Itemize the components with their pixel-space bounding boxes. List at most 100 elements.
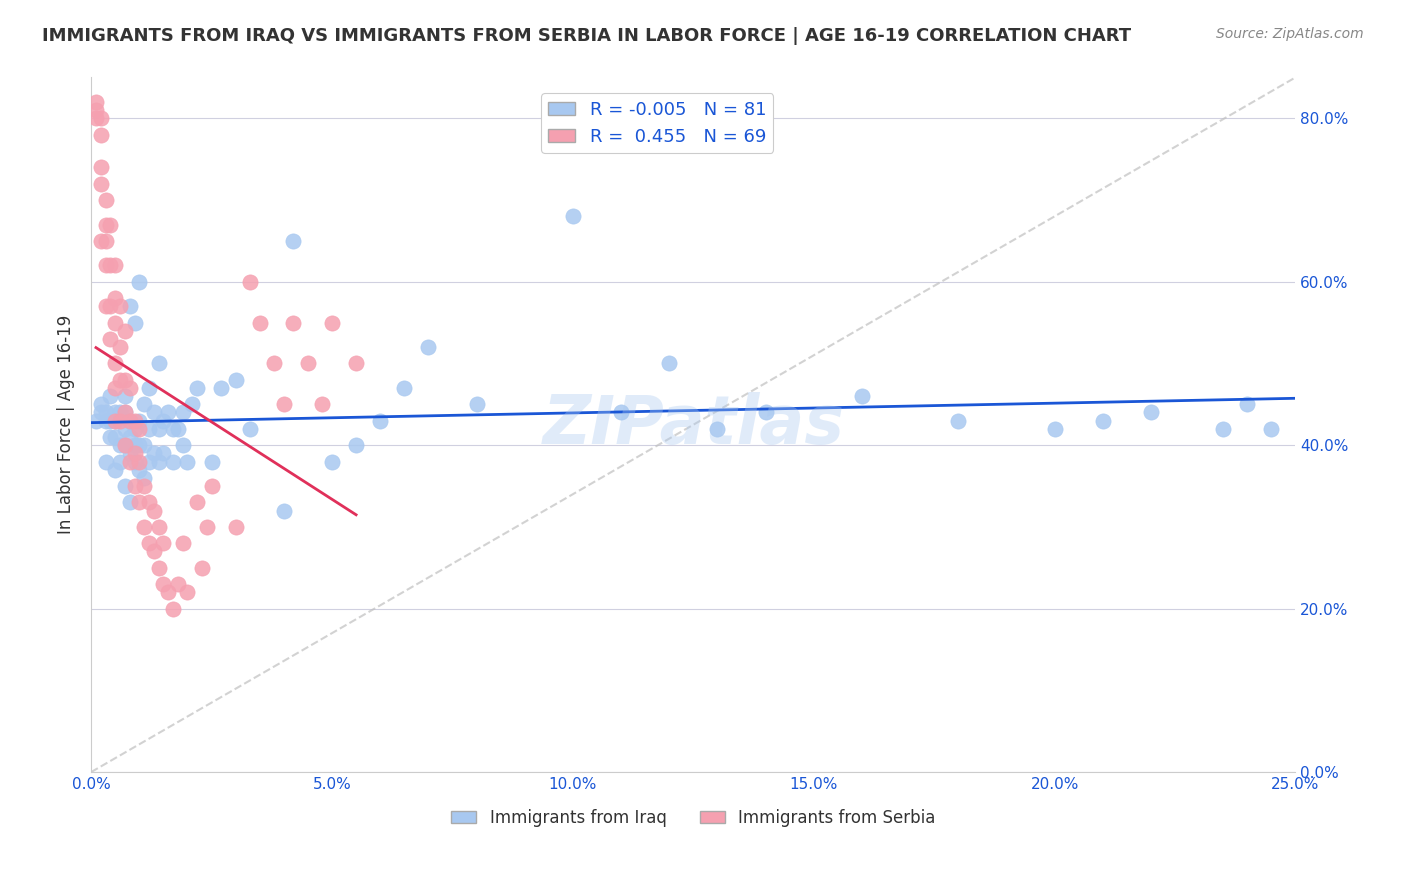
Point — [100, 218, 122, 232]
Point — [200, 454, 222, 468]
Point — [610, 405, 633, 419]
Point — [90, 234, 112, 248]
Point — [186, 381, 208, 395]
Point — [283, 316, 305, 330]
Point — [225, 520, 247, 534]
Point — [297, 356, 319, 370]
Point — [225, 373, 247, 387]
Point — [273, 397, 295, 411]
Point — [124, 454, 146, 468]
Point — [134, 397, 156, 411]
Text: IMMIGRANTS FROM IRAQ VS IMMIGRANTS FROM SERBIA IN LABOR FORCE | AGE 16-19 CORREL: IMMIGRANTS FROM IRAQ VS IMMIGRANTS FROM … — [42, 27, 1132, 45]
Point — [90, 397, 112, 411]
Point — [152, 577, 174, 591]
Point — [124, 479, 146, 493]
Point — [114, 389, 136, 403]
Point — [368, 414, 391, 428]
Point — [128, 422, 150, 436]
Point — [94, 454, 117, 468]
Point — [94, 193, 117, 207]
Point — [114, 438, 136, 452]
Point — [157, 585, 180, 599]
Point — [239, 275, 262, 289]
Point — [118, 414, 141, 428]
Point — [706, 422, 728, 436]
Point — [162, 601, 184, 615]
Point — [1212, 422, 1234, 436]
Point — [108, 299, 131, 313]
Point — [108, 454, 131, 468]
Point — [84, 103, 107, 117]
Point — [94, 414, 117, 428]
Point — [100, 259, 122, 273]
Point — [148, 454, 170, 468]
Point — [1091, 414, 1114, 428]
Point — [138, 536, 160, 550]
Point — [108, 414, 131, 428]
Point — [142, 503, 165, 517]
Point — [191, 560, 214, 574]
Point — [114, 438, 136, 452]
Point — [104, 463, 127, 477]
Point — [94, 259, 117, 273]
Text: ZIPatlas: ZIPatlas — [543, 392, 845, 458]
Point — [84, 414, 107, 428]
Point — [94, 218, 117, 232]
Point — [148, 422, 170, 436]
Point — [465, 397, 488, 411]
Point — [152, 446, 174, 460]
Point — [124, 422, 146, 436]
Point — [1043, 422, 1066, 436]
Point — [851, 389, 873, 403]
Point — [134, 520, 156, 534]
Point — [134, 438, 156, 452]
Point — [104, 381, 127, 395]
Point — [104, 356, 127, 370]
Point — [249, 316, 271, 330]
Point — [167, 577, 190, 591]
Point — [114, 422, 136, 436]
Point — [176, 585, 198, 599]
Point — [84, 112, 107, 126]
Point — [100, 389, 122, 403]
Point — [94, 299, 117, 313]
Point — [138, 454, 160, 468]
Point — [186, 495, 208, 509]
Point — [128, 438, 150, 452]
Point — [114, 373, 136, 387]
Point — [114, 405, 136, 419]
Point — [108, 405, 131, 419]
Point — [128, 275, 150, 289]
Point — [754, 405, 776, 419]
Point — [114, 405, 136, 419]
Point — [172, 536, 194, 550]
Point — [200, 479, 222, 493]
Point — [181, 397, 204, 411]
Point — [124, 414, 146, 428]
Point — [138, 422, 160, 436]
Point — [128, 463, 150, 477]
Point — [162, 454, 184, 468]
Point — [90, 128, 112, 142]
Point — [118, 454, 141, 468]
Point — [94, 234, 117, 248]
Point — [283, 234, 305, 248]
Point — [124, 446, 146, 460]
Point — [104, 259, 127, 273]
Point — [138, 381, 160, 395]
Point — [157, 405, 180, 419]
Point — [152, 536, 174, 550]
Point — [118, 299, 141, 313]
Point — [84, 95, 107, 109]
Point — [104, 414, 127, 428]
Point — [148, 560, 170, 574]
Point — [948, 414, 970, 428]
Point — [118, 446, 141, 460]
Point — [118, 414, 141, 428]
Point — [561, 210, 583, 224]
Y-axis label: In Labor Force | Age 16-19: In Labor Force | Age 16-19 — [58, 315, 75, 534]
Point — [321, 454, 343, 468]
Point — [118, 430, 141, 444]
Point — [90, 177, 112, 191]
Point — [124, 438, 146, 452]
